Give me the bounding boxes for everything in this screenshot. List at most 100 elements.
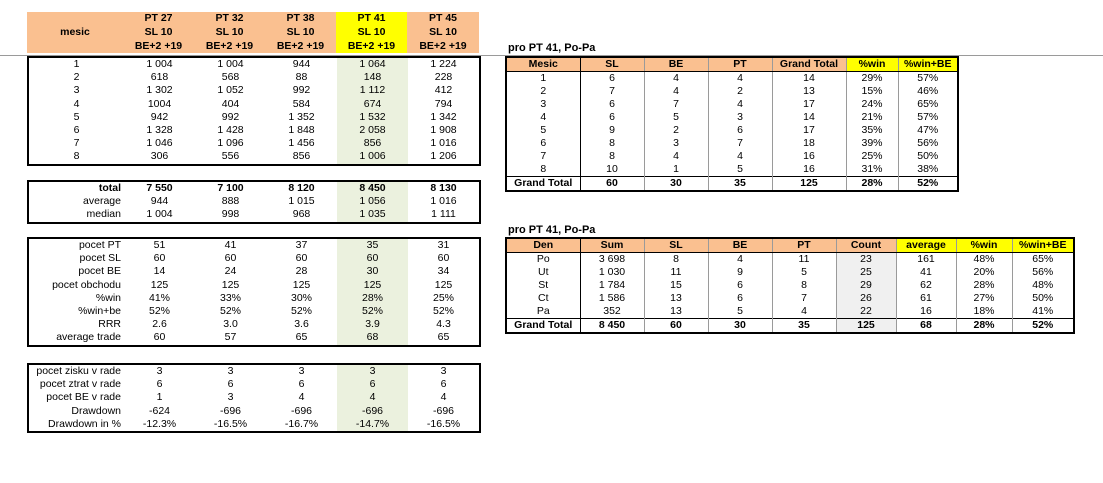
streaks-table: pocet zisku v rade 3 3 3 3 3 pocet ztrat v rad… (27, 363, 481, 433)
months-cell: 992 (221, 110, 240, 123)
pivot2-header-cell: Den (506, 238, 581, 253)
pivot1-cell: 21% (846, 111, 899, 124)
streaks-cell: 3 (337, 364, 408, 379)
col-header-pt45-l3: BE+2 +19 (407, 39, 479, 53)
pivot1-cell: 57% (898, 71, 959, 85)
pivot1-cell: 10 (580, 163, 645, 177)
pivot1-header-row: Mesic SL BE PT Grand Total %win %win+BE (506, 57, 959, 72)
pivot1-cell: 24% (846, 98, 899, 111)
pivot1-cell: 6 (708, 124, 773, 137)
stats-cell: 60 (437, 252, 450, 265)
summary-row-label: median (86, 208, 121, 221)
pivot2-cell: 56% (1012, 266, 1075, 279)
pivot2-cell: 41% (1012, 305, 1075, 319)
pivot2-cell: 48% (1012, 279, 1075, 292)
pivot2-total-cell: 68 (896, 318, 957, 333)
stats-cell: 3.9 (337, 318, 408, 332)
pivot1-cell: 25% (846, 150, 899, 163)
pivot2-cell: 4 (708, 252, 773, 266)
pivot1-cell: 7 (580, 85, 645, 98)
pivot2-total-row: Grand Total 8 450 60 30 35 125 68 28% 52% (506, 318, 1075, 333)
pivot1-table: Mesic SL BE PT Grand Total %win %win+BE 1 6 4 4 14… (505, 56, 959, 192)
pivot1-cell: 4 (644, 85, 709, 98)
stats-row-label: average trade (56, 331, 121, 344)
streaks-cell: -696 (432, 404, 454, 417)
streaks-cell: -16.7% (284, 417, 319, 430)
pivot2-cell: 1 784 (580, 279, 645, 292)
pivot1-cell: 4 (506, 111, 581, 124)
stats-row-label: pocet obchodu (52, 278, 121, 291)
pivot1-cell: 29% (846, 71, 899, 85)
stats-cell: 37 (295, 239, 308, 252)
col-header-pt32-l2: SL 10 (194, 25, 265, 40)
pivot1-cell: 6 (580, 98, 645, 111)
pivot1-row: 6 8 3 7 18 39% 56% (506, 137, 959, 150)
stats-cell: 60 (224, 252, 237, 265)
pivot1-cell: 16 (772, 150, 847, 163)
pivot1-cell: 8 (580, 150, 645, 163)
pivot1-cell: 8 (580, 137, 645, 150)
col-header-pt41-l2: SL 10 (336, 25, 407, 40)
pivot1-cell: 47% (898, 124, 959, 137)
stats-cell: 125 (221, 278, 240, 291)
streaks-cell: 3 (440, 365, 447, 378)
summary-table: total 7 550 7 100 8 120 8 450 8 130 average 944… (27, 180, 481, 224)
pivot2-total-cell: 60 (644, 318, 709, 333)
pivot2-cell: 1 030 (580, 266, 645, 279)
pivot1-header-cell: PT (708, 57, 773, 72)
pivot1-header-cell: Grand Total (772, 57, 847, 72)
pivot2-cell: 16 (896, 305, 957, 319)
stats-cell: 34 (437, 265, 450, 278)
streaks-row: pocet ztrat v rade 6 6 6 6 6 (28, 378, 480, 392)
pivot1-header-cell: %win (846, 57, 899, 72)
pivot2-cell: 28% (956, 279, 1013, 292)
stats-row: pocet SL 60 60 60 60 60 (28, 252, 480, 266)
pivot2-cell: 3 698 (580, 252, 645, 266)
pivot1-row: 7 8 4 4 16 25% 50% (506, 150, 959, 163)
streaks-cell: 3 (298, 365, 305, 378)
stats-cell: 28 (295, 265, 308, 278)
pivot2-cell: 61 (896, 292, 957, 305)
summary-cell: 1 016 (430, 195, 457, 208)
pivot1-header-cell: BE (644, 57, 709, 72)
streaks-cell: 4 (440, 391, 447, 404)
streaks-cell: 4 (337, 391, 408, 405)
stats-cell: 60 (153, 252, 166, 265)
streaks-cell: 4 (298, 391, 305, 404)
stats-cell: 52% (337, 304, 408, 319)
streaks-cell: -14.7% (337, 417, 408, 432)
stats-row: average trade 60 57 65 68 65 (28, 331, 480, 346)
summary-cell: 7 100 (217, 182, 244, 195)
months-cell: 1 206 (430, 150, 457, 163)
months-cell: 2 058 (337, 123, 408, 138)
pivot1-cell: 3 (644, 137, 709, 150)
col-header-pt27-l3: BE+2 +19 (123, 39, 194, 53)
months-cell: 856 (292, 150, 311, 163)
stats-cell: 4.3 (436, 318, 451, 331)
pivot2-row: Ut 1 030 11 9 5 25 41 20% 56% (506, 266, 1075, 279)
stats-cell: 68 (337, 331, 408, 346)
pivot1-row: 2 7 4 2 13 15% 46% (506, 85, 959, 98)
pivot2-cell: 50% (1012, 292, 1075, 305)
pivot1-cell: 6 (580, 71, 645, 85)
pivot2-row: St 1 784 15 6 8 29 62 28% 48% (506, 279, 1075, 292)
streaks-cell: -16.5% (426, 417, 461, 430)
pivot1-cell: 6 (506, 137, 581, 150)
pivot1-cell: 31% (846, 163, 899, 177)
pivot1-cell: 17 (772, 124, 847, 137)
pivot2-total-cell: Grand Total (506, 318, 581, 333)
pivot1-total-cell: 28% (846, 176, 899, 191)
stats-cell: 41% (148, 291, 170, 304)
summary-row-label: total (98, 182, 121, 195)
months-cell: 794 (434, 97, 453, 110)
streaks-cell: -696 (290, 404, 312, 417)
pivot2-cell: 13 (644, 305, 709, 319)
pivot2-header-cell: %win (956, 238, 1013, 253)
pivot2-total-cell: 125 (836, 318, 897, 333)
pivot2-header-row: Den Sum SL BE PT Count average %win %win+BE (506, 238, 1075, 253)
pivot1-cell: 4 (708, 150, 773, 163)
pivot2-cell: 22 (836, 305, 897, 319)
pivot1-header-cell: SL (580, 57, 645, 72)
streaks-cell: 6 (227, 378, 234, 391)
streaks-cell: 6 (440, 378, 447, 391)
